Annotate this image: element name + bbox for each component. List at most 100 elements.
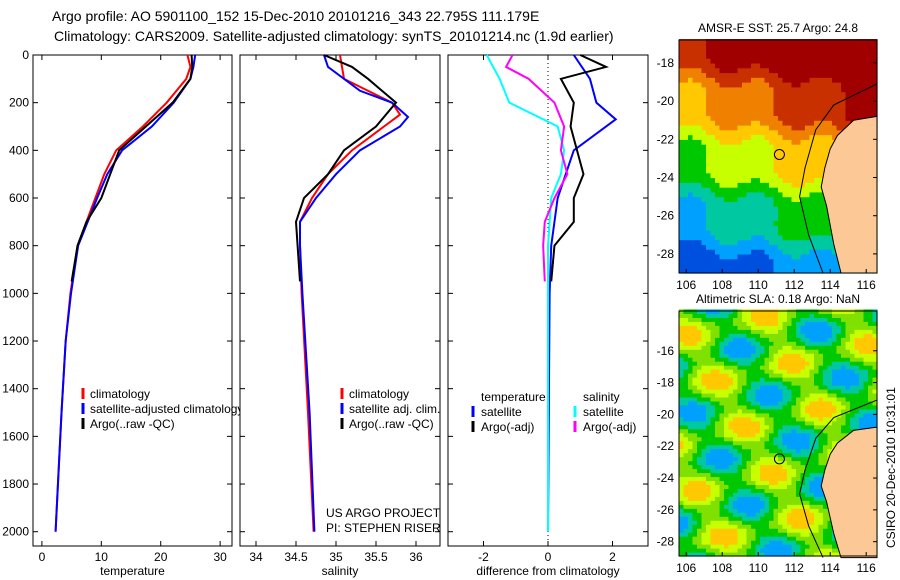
map-cell (818, 400, 824, 406)
map-cell (827, 249, 833, 255)
map-cell (814, 124, 820, 131)
map-cell (760, 548, 766, 553)
map-cell (800, 384, 806, 390)
map-cell (697, 196, 703, 202)
map-cell (733, 400, 739, 406)
map-cell (715, 381, 721, 386)
map-cell (710, 452, 716, 458)
map-cell (796, 220, 802, 226)
map-cell (859, 353, 865, 358)
axes-box (32, 54, 233, 547)
map-cell (809, 341, 815, 346)
map-cell (796, 167, 802, 174)
map-cell (701, 48, 707, 54)
map-cell (751, 139, 757, 145)
map-cell (787, 115, 793, 121)
map-cell (728, 333, 734, 338)
map-cell (724, 77, 730, 83)
map-cell (728, 321, 734, 326)
map-cell (800, 420, 806, 426)
map-cell (751, 432, 757, 438)
map-cell (683, 313, 689, 318)
map-cell (764, 153, 770, 160)
map-cell (778, 139, 784, 145)
map-cell (737, 153, 743, 160)
map-cell (733, 349, 739, 354)
map-cell (773, 488, 779, 493)
map-cell (688, 309, 694, 314)
map-cell (800, 472, 806, 478)
map-cell (755, 532, 761, 537)
map-cell (742, 428, 748, 434)
map-cell (800, 249, 806, 255)
map-cell (701, 110, 707, 117)
map-cell (688, 333, 694, 338)
map-cell (773, 540, 779, 545)
map-cell (778, 408, 784, 414)
map-cell (697, 484, 703, 489)
map-cell (832, 110, 838, 117)
map-cell (809, 496, 815, 501)
map-cell (679, 101, 685, 107)
map-cell (760, 520, 766, 525)
map-cell (769, 404, 775, 410)
map-cell (737, 163, 743, 169)
map-cell (715, 249, 721, 255)
map-cell (791, 82, 797, 88)
map-cell (737, 206, 743, 212)
map-cell (710, 201, 716, 207)
map-cell (800, 365, 806, 370)
map-cell (751, 158, 757, 164)
map-cell (679, 500, 685, 505)
map-cell (679, 508, 685, 513)
map-cell (805, 91, 811, 97)
map-cell (728, 440, 734, 446)
map-cell (782, 424, 788, 430)
map-cell (710, 373, 716, 378)
map-cell (697, 416, 703, 422)
map-cell (791, 349, 797, 354)
map-cell (778, 456, 784, 462)
map-cell (692, 524, 698, 529)
map-cell (746, 508, 752, 513)
map-cell (715, 53, 721, 59)
map-cell (751, 548, 757, 553)
map-cell (742, 230, 748, 236)
map-cell (809, 520, 815, 525)
y-tick-label: 2000 (2, 525, 29, 539)
map-cell (782, 263, 788, 269)
map-cell (701, 420, 707, 426)
map-cell (773, 153, 779, 160)
map-cell (850, 337, 856, 342)
map-cell (742, 309, 748, 314)
map-cell (773, 329, 779, 334)
map-cell (773, 201, 779, 207)
map-cell (706, 528, 712, 533)
map-cell (742, 253, 748, 260)
map-cell (818, 377, 824, 382)
map-cell (791, 67, 797, 74)
map-cell (688, 134, 694, 140)
map-cell (773, 253, 779, 260)
map-cell (737, 321, 743, 326)
map-cell (746, 53, 752, 59)
map-cell (796, 129, 802, 136)
map-cell (688, 496, 694, 501)
map-cell (814, 353, 820, 358)
map-cell (773, 468, 779, 474)
map-cell (841, 124, 847, 131)
map-cell (746, 464, 752, 470)
map-cell (796, 96, 802, 102)
map-cell (746, 492, 752, 497)
map-cell (733, 210, 739, 217)
map-cell (742, 412, 748, 418)
map-cell (778, 187, 784, 193)
map-cell (760, 158, 766, 164)
map-cell (773, 373, 779, 378)
map-cell (737, 263, 743, 269)
map-cell (755, 187, 761, 193)
map-cell (868, 48, 874, 54)
map-cell (836, 309, 842, 314)
map-cell (751, 345, 757, 350)
map-cell (787, 345, 793, 350)
